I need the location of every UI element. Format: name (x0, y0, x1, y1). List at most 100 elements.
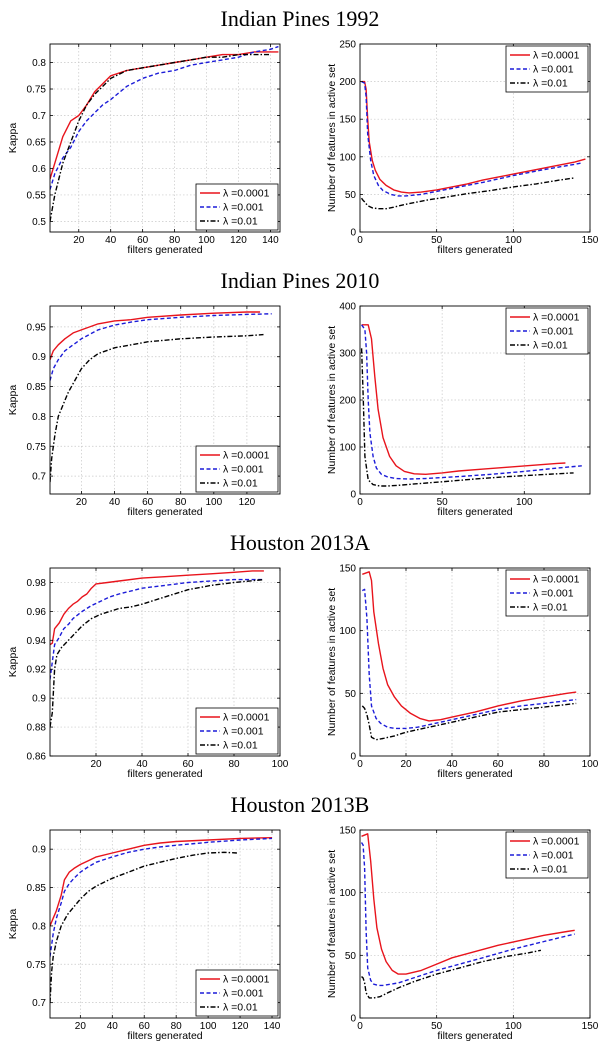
axes-frame (49, 567, 281, 757)
chart-7: 0 50 100 150 0 50 100 150 filters generated Numbe… (326, 826, 599, 1043)
x-tick-label: 150 (582, 235, 599, 246)
y-tick-label: 0.75 (27, 442, 47, 453)
x-tick-label: 60 (492, 759, 504, 770)
x-tick-label: 40 (109, 497, 121, 508)
x-tick-label: 120 (230, 235, 247, 246)
legend-label-2: λ =0.001 (223, 988, 264, 1000)
x-tick-label: 80 (175, 497, 187, 508)
series-line-2 (50, 837, 273, 957)
x-tick-label: 80 (228, 759, 240, 770)
y-tick-label: 150 (339, 115, 356, 126)
series-line-3 (50, 53, 271, 222)
x-tick-label: 140 (264, 1021, 281, 1032)
y-axis-label: Number of features in active set (326, 588, 338, 736)
y-tick-label: 0.88 (27, 723, 47, 734)
y-tick-label: 400 (339, 302, 356, 313)
legend-label-1: λ =0.0001 (533, 574, 580, 586)
legend-label-3: λ =0.01 (223, 478, 258, 490)
x-tick-label: 20 (400, 759, 412, 770)
y-tick-label: 150 (339, 826, 356, 837)
x-tick-label: 60 (142, 497, 154, 508)
y-tick-label: 0.94 (27, 636, 47, 647)
x-tick-label: 50 (431, 1021, 443, 1032)
series-line-3 (360, 177, 575, 210)
series-line-3 (361, 702, 577, 741)
series-line-1 (361, 833, 575, 975)
series-line-2 (360, 842, 575, 987)
y-tick-label: 100 (339, 888, 356, 899)
series-line-2 (50, 313, 272, 381)
legend-label-3: λ =0.01 (223, 216, 258, 228)
x-tick-label: 100 (272, 759, 289, 770)
x-tick-label: 0 (357, 497, 363, 508)
y-tick-label: 50 (345, 951, 357, 962)
series-line-1 (361, 80, 586, 194)
y-tick-label: 0.9 (32, 352, 46, 363)
legend: λ =0.0001 λ =0.001 λ =0.01 (505, 831, 589, 879)
legend-label-1: λ =0.0001 (223, 712, 270, 724)
x-tick-label: 80 (169, 235, 181, 246)
y-tick-label: 100 (339, 626, 356, 637)
chart-3: 0 50 100 0 100 200 300 400 filters generated Numb… (326, 302, 591, 518)
series-line-2 (361, 80, 583, 197)
x-axis-label: filters generated (437, 1030, 512, 1042)
y-tick-label: 0.95 (27, 322, 47, 333)
x-axis-label: filters generated (437, 244, 512, 256)
legend-label-3: λ =0.01 (533, 340, 568, 352)
panel-title-indian-pines-1992: Indian Pines 1992 (221, 6, 380, 31)
y-tick-label: 0.9 (32, 845, 46, 856)
y-tick-label: 0.7 (32, 111, 46, 122)
x-tick-label: 100 (198, 235, 215, 246)
legend-label-2: λ =0.001 (533, 588, 574, 600)
x-axis-label: filters generated (437, 768, 512, 780)
x-tick-label: 40 (107, 1021, 119, 1032)
axes-frame (49, 305, 281, 495)
y-tick-label: 0.65 (27, 137, 47, 148)
y-axis-label: Kappa (7, 123, 19, 154)
x-tick-label: 60 (139, 1021, 151, 1032)
y-axis-label: Kappa (7, 909, 19, 940)
series-line-1 (50, 837, 273, 927)
x-tick-label: 100 (200, 1021, 217, 1032)
x-tick-label: 80 (171, 1021, 183, 1032)
series-line-1 (50, 311, 261, 360)
x-tick-label: 100 (505, 1021, 522, 1032)
y-tick-label: 0.8 (32, 412, 46, 423)
series-line-1 (361, 324, 566, 475)
x-tick-label: 60 (182, 759, 194, 770)
series-line-2 (50, 45, 279, 190)
x-axis-label: filters generated (437, 506, 512, 518)
chart-2: 20 40 60 80 100 120 0.7 0.75 0.8 0.85 0.9 0.95 filte… (7, 305, 281, 518)
x-tick-label: 40 (136, 759, 148, 770)
legend-label-2: λ =0.001 (533, 64, 574, 76)
legend-label-1: λ =0.0001 (223, 450, 270, 462)
axes-frame (49, 829, 281, 1019)
legend: λ =0.0001 λ =0.001 λ =0.01 (505, 307, 589, 355)
x-tick-label: 20 (76, 497, 88, 508)
y-axis-label: Number of features in active set (326, 326, 338, 474)
legend: λ =0.0001 λ =0.001 λ =0.01 (195, 183, 279, 231)
x-tick-label: 120 (239, 497, 256, 508)
legend-label-2: λ =0.001 (223, 726, 264, 738)
series-line-2 (50, 578, 264, 680)
legend-label-3: λ =0.01 (533, 864, 568, 876)
y-axis-label: Number of features in active set (326, 850, 338, 998)
y-axis-label: Kappa (7, 647, 19, 678)
x-tick-label: 100 (505, 235, 522, 246)
chart-1: 0 50 100 150 0 50 100 150 200 250 filters generate… (326, 40, 599, 257)
y-tick-label: 0 (350, 228, 356, 239)
x-tick-label: 100 (205, 497, 222, 508)
x-tick-label: 20 (73, 235, 85, 246)
y-tick-label: 0.85 (27, 382, 47, 393)
chart-5: 0 20 40 60 80 100 0 50 100 150 filters generated Nu… (326, 564, 599, 781)
y-tick-label: 0.98 (27, 578, 47, 589)
y-tick-label: 50 (345, 689, 357, 700)
y-tick-label: 0.96 (27, 607, 47, 618)
x-tick-label: 80 (538, 759, 550, 770)
y-tick-label: 0.75 (27, 960, 47, 971)
legend: λ =0.0001 λ =0.001 λ =0.01 (505, 569, 589, 617)
x-tick-label: 50 (437, 497, 449, 508)
y-tick-label: 0.9 (32, 694, 46, 705)
x-tick-label: 40 (105, 235, 117, 246)
y-tick-label: 0.75 (27, 85, 47, 96)
